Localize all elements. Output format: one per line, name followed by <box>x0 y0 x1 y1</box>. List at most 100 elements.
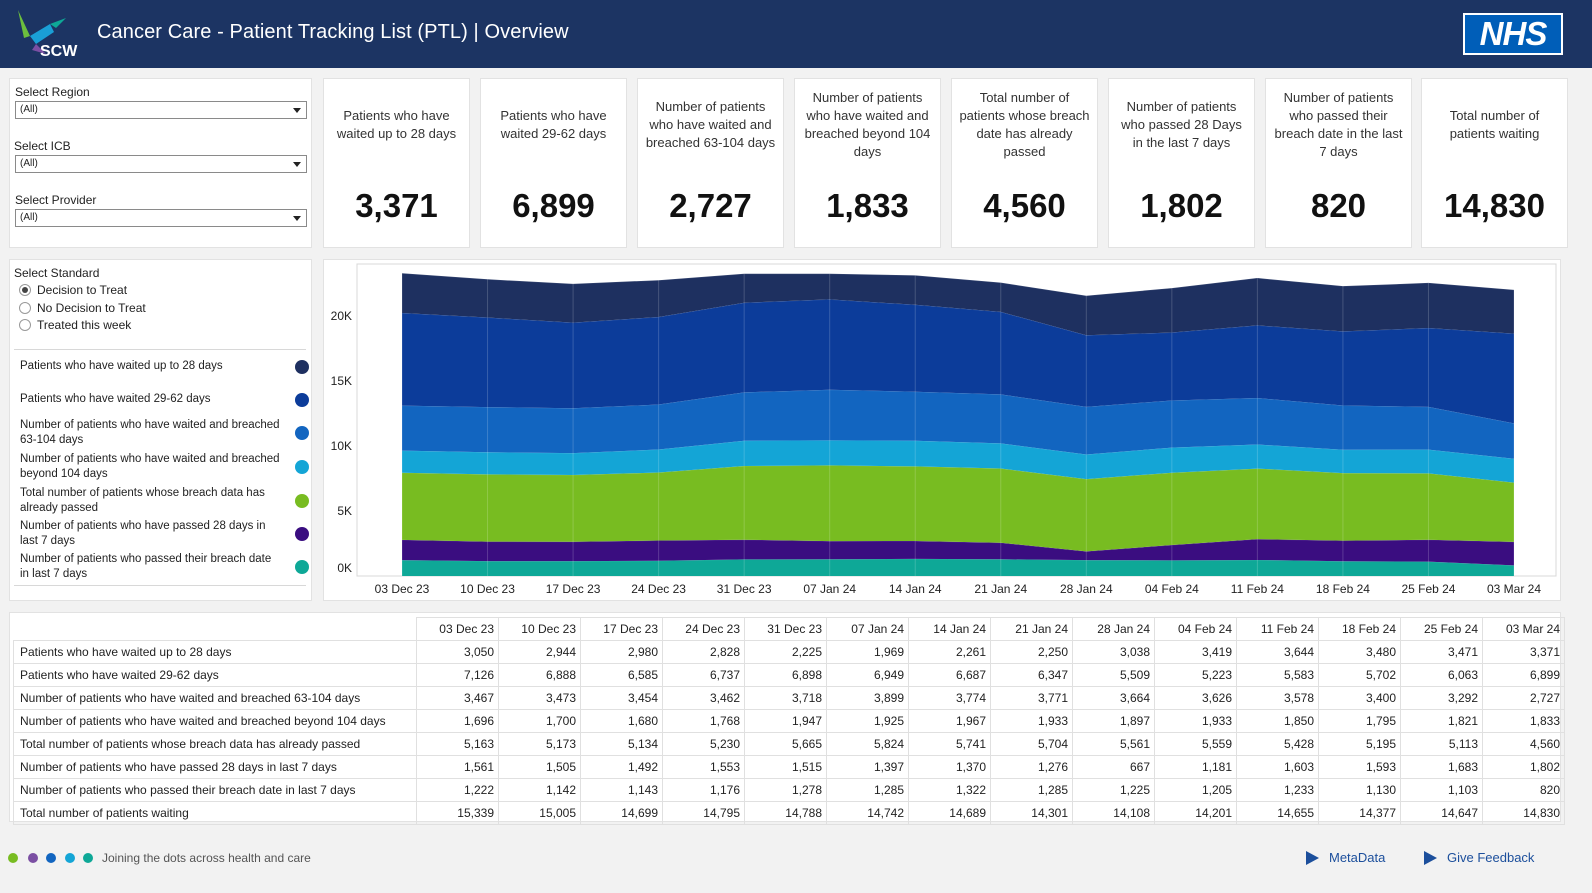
x-tick-label: 11 Feb 24 <box>1231 582 1284 596</box>
table-cell: 5,173 <box>498 732 581 756</box>
footer-tagline: Joining the dots across health and care <box>102 851 311 865</box>
row-label: Number of patients who have waited and b… <box>13 709 417 733</box>
kpi-value: 6,899 <box>512 187 595 224</box>
x-tick-label: 07 Jan 24 <box>803 582 856 596</box>
table-cell: 1,821 <box>1400 709 1483 733</box>
table-cell: 2,250 <box>990 640 1073 664</box>
table-cell: 6,063 <box>1400 663 1483 687</box>
radio-unchecked-icon <box>19 319 31 331</box>
table-cell: 5,163 <box>416 732 499 756</box>
kpi-card-total-waiting: Total number of patients waiting 14,830 <box>1421 78 1568 248</box>
stacked-area-chart: 0K 5K 10K 15K 20K 03 Dec 23 10 Dec 23 17 Dec 23… <box>331 263 1557 596</box>
table-cell: 3,462 <box>662 686 745 710</box>
region-select[interactable]: (All) <box>15 101 307 119</box>
table-cell: 5,702 <box>1318 663 1401 687</box>
table-cell: 6,949 <box>826 663 909 687</box>
area-series-5 <box>402 299 1514 424</box>
table-cell: 3,771 <box>990 686 1073 710</box>
kpi-card-breach-passed: Total number of patients whose breach da… <box>951 78 1098 248</box>
metadata-link[interactable]: MetaData <box>1329 850 1386 865</box>
legend-swatch <box>295 393 309 407</box>
table-cell: 6,585 <box>580 663 663 687</box>
table-cell: 1,897 <box>1072 709 1155 733</box>
icb-select[interactable]: (All) <box>15 155 307 173</box>
radio-no-decision-to-treat[interactable]: No Decision to Treat <box>19 300 146 316</box>
table-cell: 5,223 <box>1154 663 1237 687</box>
radio-label: Treated this week <box>37 318 132 332</box>
table-cell: 1,680 <box>580 709 663 733</box>
legend-item: Number of patients who have waited and b… <box>20 452 310 482</box>
scw-hummingbird-logo: SCW <box>18 10 78 60</box>
kpi-label: Patients who have waited 29-62 days <box>500 108 607 141</box>
x-tick-label: 31 Dec 23 <box>717 582 772 596</box>
radio-decision-to-treat[interactable]: Decision to Treat <box>19 282 127 298</box>
column-header: 17 Dec 23 <box>580 617 663 641</box>
footer-dot <box>28 853 38 863</box>
table-cell: 14,301 <box>990 801 1073 825</box>
table-cell: 7,126 <box>416 663 499 687</box>
column-header: 31 Dec 23 <box>744 617 827 641</box>
footer-dot <box>83 853 93 863</box>
kpi-value: 2,727 <box>669 187 752 224</box>
give-feedback-link[interactable]: Give Feedback <box>1447 850 1535 865</box>
table-cell: 3,050 <box>416 640 499 664</box>
provider-select-value: (All) <box>20 212 38 223</box>
area-series-edge-2 <box>401 464 1515 484</box>
column-header: 21 Jan 24 <box>990 617 1073 641</box>
column-header: 25 Feb 24 <box>1400 617 1483 641</box>
provider-select[interactable]: (All) <box>15 209 307 227</box>
table-cell: 1,276 <box>990 755 1073 779</box>
table-cell: 1,802 <box>1482 755 1565 779</box>
legend-swatch <box>295 494 309 508</box>
standard-label: Select Standard <box>14 266 100 280</box>
table-header-row: 03 Dec 23 10 Dec 23 17 Dec 23 24 Dec 23 31 D… <box>13 617 1565 641</box>
kpi-label: Number of patients who have waited and b… <box>645 99 776 150</box>
y-tick-label: 5K <box>337 504 352 518</box>
kpi-value: 4,560 <box>983 187 1066 224</box>
table-cell: 1,593 <box>1318 755 1401 779</box>
table-cell: 2,828 <box>662 640 745 664</box>
kpi-card-breached-beyond-104: Number of patients who have waited and b… <box>794 78 941 248</box>
table-cell: 5,509 <box>1072 663 1155 687</box>
x-tick-label: 25 Feb 24 <box>1401 582 1455 596</box>
column-header: 03 Dec 23 <box>416 617 499 641</box>
area-series-3 <box>402 440 1514 483</box>
radio-treated-this-week[interactable]: Treated this week <box>19 317 131 333</box>
legend-label: Patients who have waited up to 28 days <box>20 360 223 372</box>
legend-label: Number of patients who passed their brea… <box>20 553 272 580</box>
legend-item: Number of patients who passed their brea… <box>20 552 310 582</box>
table-cell: 1,933 <box>990 709 1073 733</box>
table-row: Number of patients who have passed 28 da… <box>13 755 1565 779</box>
kpi-card-passed-breach-last-7: Number of patients who passed their brea… <box>1265 78 1412 248</box>
legend-swatch <box>295 460 309 474</box>
x-tick-label: 04 Feb 24 <box>1145 582 1199 596</box>
table-cell: 1,278 <box>744 778 827 802</box>
nhs-logo-text: NHS <box>1465 15 1561 53</box>
x-tick-label: 18 Feb 24 <box>1316 582 1370 596</box>
kpi-value: 3,371 <box>355 187 438 224</box>
table-cell: 3,473 <box>498 686 581 710</box>
table-cell: 1,492 <box>580 755 663 779</box>
legend-label: Total number of patients whose breach da… <box>20 487 265 514</box>
kpi-label: Total number of patients whose breach da… <box>959 90 1090 159</box>
table-cell: 5,741 <box>908 732 991 756</box>
nhs-logo: NHS <box>1463 13 1563 55</box>
table-cell: 3,718 <box>744 686 827 710</box>
legend-divider <box>14 349 306 350</box>
x-tick-label: 28 Jan 24 <box>1060 582 1113 596</box>
legend-swatch <box>295 360 309 374</box>
area-series-1 <box>402 539 1514 566</box>
table-cell: 1,933 <box>1154 709 1237 733</box>
table-cell: 4,560 <box>1482 732 1565 756</box>
svg-text:SCW: SCW <box>40 43 78 60</box>
table-cell: 6,737 <box>662 663 745 687</box>
row-label: Patients who have waited 29-62 days <box>13 663 417 687</box>
column-header: 18 Feb 24 <box>1318 617 1401 641</box>
y-tick-label: 20K <box>331 309 352 323</box>
table-cell: 5,824 <box>826 732 909 756</box>
table-cell: 2,225 <box>744 640 827 664</box>
table-cell: 3,292 <box>1400 686 1483 710</box>
legend-item: Number of patients who have waited and b… <box>20 418 310 448</box>
standard-legend-panel: Select Standard Decision to Treat No Dec… <box>9 259 312 601</box>
header-bar: SCW Cancer Care - Patient Tracking List … <box>0 0 1592 68</box>
